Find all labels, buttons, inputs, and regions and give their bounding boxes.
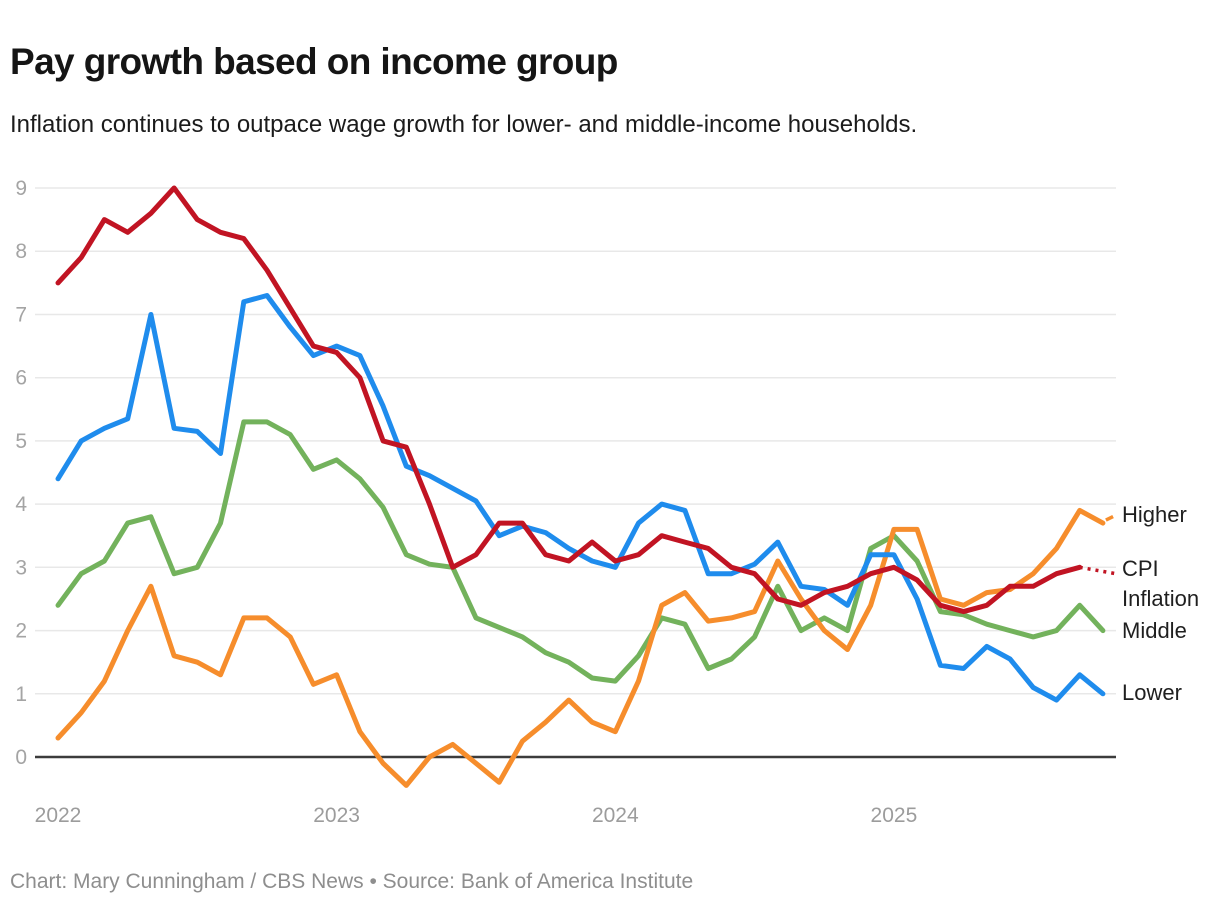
svg-text:3: 3 (15, 556, 27, 579)
svg-text:4: 4 (15, 493, 27, 516)
series-projection-dotted-cpi-inflation (1079, 565, 1117, 576)
gridlines (35, 187, 1116, 759)
series-end-label-lower: Lower (1122, 680, 1182, 705)
page-title: Pay growth based on income group (10, 40, 618, 82)
series-line-middle (55, 419, 1106, 684)
svg-text:0: 0 (15, 746, 27, 769)
svg-text:1: 1 (15, 683, 27, 706)
series-end-label-higher: Higher (1122, 502, 1187, 527)
svg-text:6: 6 (15, 367, 27, 390)
series-end-label-cpi-inflation: CPI Inflation (1122, 556, 1200, 611)
series-leader-dash-higher (1105, 512, 1119, 522)
svg-text:7: 7 (15, 304, 27, 327)
series-line-cpi-inflation (55, 185, 1083, 615)
chart-credit: Chart: Mary Cunningham / CBS News • Sour… (10, 870, 694, 893)
svg-text:5: 5 (15, 430, 27, 453)
svg-text:2: 2 (15, 620, 27, 643)
series-end-label-middle: Middle (1122, 618, 1187, 643)
svg-text:2022: 2022 (35, 804, 82, 827)
svg-text:9: 9 (15, 177, 27, 200)
svg-text:2023: 2023 (313, 804, 360, 827)
series-line-lower (55, 293, 1106, 703)
series-line-higher (55, 507, 1106, 788)
svg-text:2025: 2025 (871, 804, 918, 827)
y-axis-tick-labels: 0 1 2 3 4 5 6 7 8 9 (15, 177, 27, 769)
svg-text:8: 8 (15, 240, 27, 263)
x-axis-tick-labels: 2022 2023 2024 2025 (35, 804, 918, 827)
chart-subtitle: Inflation continues to outpace wage grow… (10, 111, 918, 138)
svg-text:2024: 2024 (592, 804, 639, 827)
